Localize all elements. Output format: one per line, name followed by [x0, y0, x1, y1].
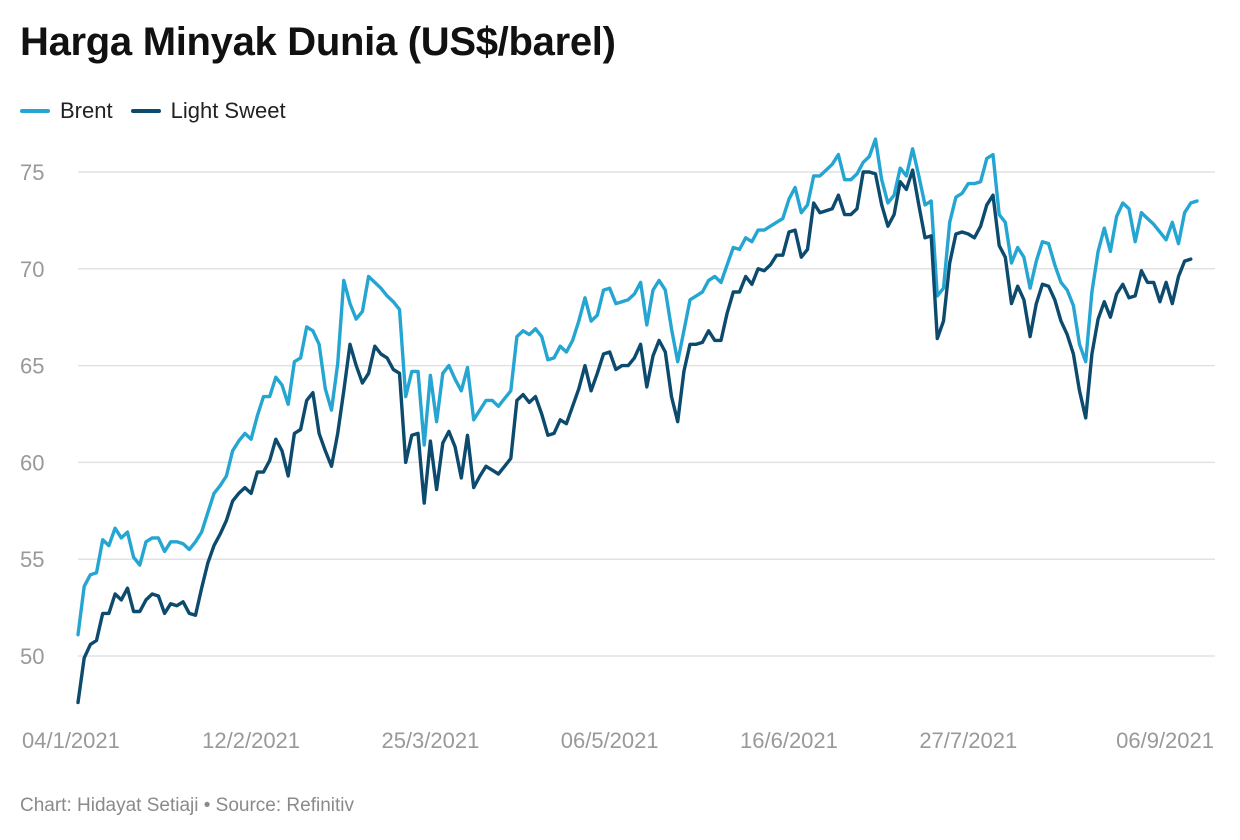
- x-tick-label: 12/2/2021: [202, 728, 300, 753]
- series-line-brent: [76, 137, 1199, 637]
- series-lines: [76, 137, 1199, 705]
- y-tick-label: 60: [20, 450, 44, 475]
- y-tick-label: 65: [20, 354, 44, 379]
- gridlines: [78, 171, 1215, 657]
- legend-swatch-brent: [20, 109, 50, 113]
- legend: Brent Light Sweet: [20, 98, 286, 124]
- legend-item-brent: Brent: [20, 98, 113, 124]
- legend-swatch-light-sweet: [130, 109, 161, 113]
- y-tick-label: 75: [20, 160, 44, 185]
- x-tick-label: 25/3/2021: [381, 728, 479, 753]
- x-tick-label: 06/5/2021: [561, 728, 659, 753]
- x-tick-label: 16/6/2021: [740, 728, 838, 753]
- x-tick-label: 04/1/2021: [22, 728, 120, 753]
- y-tick-label: 55: [20, 547, 44, 572]
- y-axis-labels: 50 55 60 65 70 75: [20, 160, 44, 669]
- y-tick-label: 50: [20, 644, 44, 669]
- x-axis-labels: 04/1/2021 12/2/2021 25/3/2021 06/5/2021 16/6…: [22, 728, 1214, 753]
- x-tick-label: 06/9/2021: [1116, 728, 1214, 753]
- legend-label-brent: Brent: [60, 98, 113, 123]
- series-line-light-sweet: [76, 168, 1193, 705]
- legend-label-light-sweet: Light Sweet: [170, 98, 286, 123]
- chart-footer: Chart: Hidayat Setiaji • Source: Refinit…: [20, 795, 355, 816]
- y-tick-label: 70: [20, 257, 44, 282]
- legend-item-light-sweet: Light Sweet: [130, 98, 286, 124]
- x-tick-label: 27/7/2021: [919, 728, 1017, 753]
- chart-title: Harga Minyak Dunia (US$/barel): [20, 20, 616, 64]
